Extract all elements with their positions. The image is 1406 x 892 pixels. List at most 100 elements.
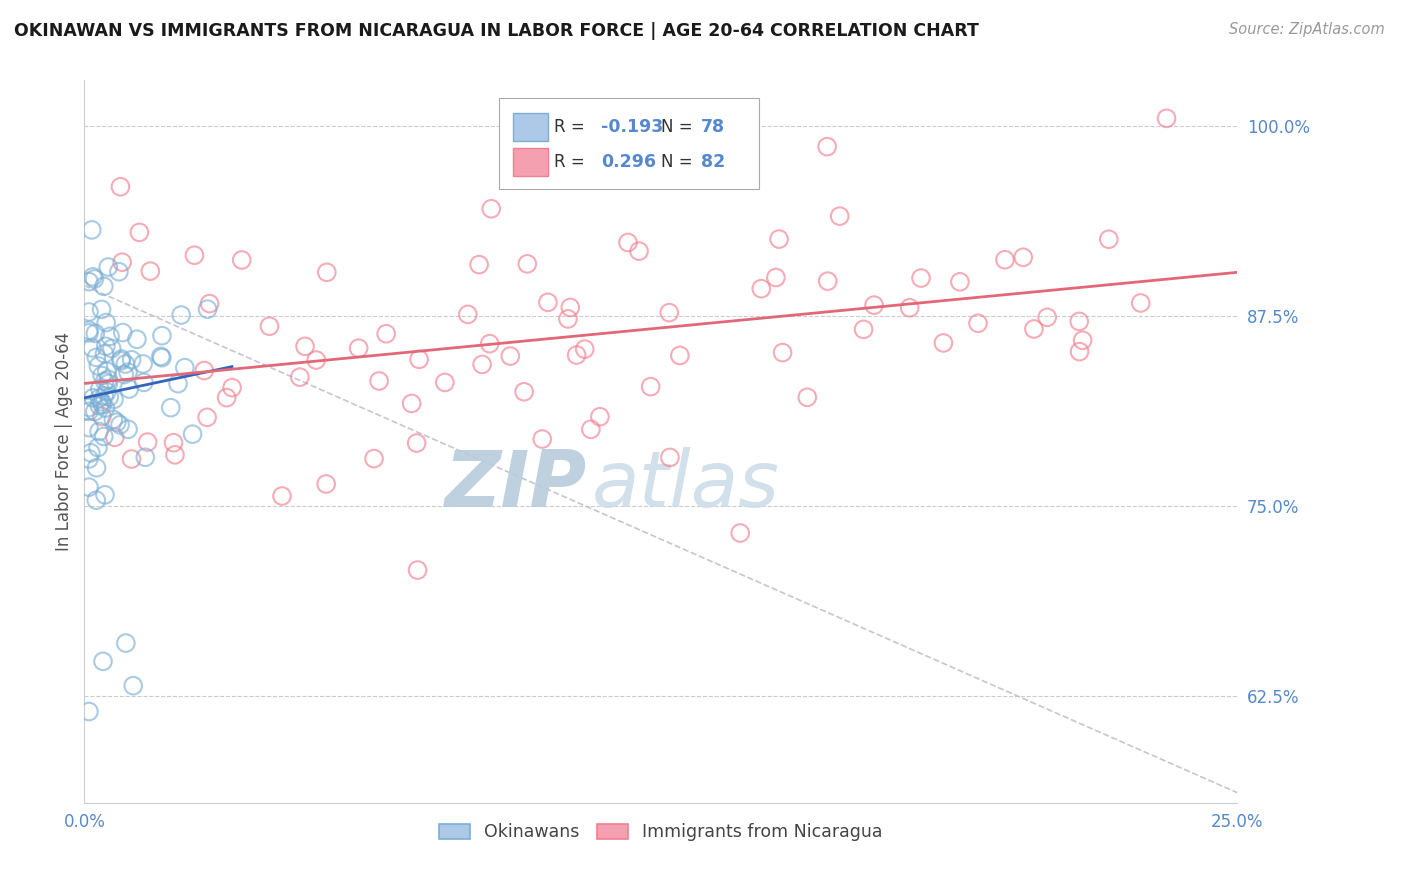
Text: R =: R =: [554, 153, 589, 170]
Point: [315, 265, 337, 279]
Point: [105, 415, 128, 429]
Point: [150, 328, 173, 343]
Point: [77, 404, 100, 418]
Point: [87, 359, 110, 373]
Point: [96, 384, 118, 399]
Point: [537, 295, 560, 310]
Point: [215, 391, 238, 405]
Point: [195, 410, 218, 425]
Point: [768, 232, 790, 246]
Point: [932, 335, 955, 350]
Point: [114, 357, 136, 371]
Text: -0.193: -0.193: [600, 118, 664, 136]
Point: [77, 323, 100, 337]
Point: [103, 412, 125, 426]
Point: [749, 282, 772, 296]
Text: 0.296: 0.296: [600, 153, 655, 170]
Point: [108, 265, 131, 279]
Point: [82, 341, 104, 355]
Point: [765, 270, 787, 285]
Point: [89, 382, 111, 396]
Point: [98, 329, 121, 343]
Point: [949, 275, 972, 289]
Point: [815, 139, 838, 153]
Point: [375, 326, 398, 341]
Point: [181, 427, 204, 442]
Point: [77, 305, 100, 319]
Point: [77, 480, 100, 494]
Point: [167, 376, 190, 391]
Point: [112, 368, 135, 382]
Point: [77, 420, 100, 434]
Point: [910, 271, 932, 285]
Point: [658, 450, 681, 465]
Point: [128, 226, 150, 240]
FancyBboxPatch shape: [499, 98, 759, 189]
Point: [516, 257, 538, 271]
Point: [111, 326, 134, 340]
Point: [91, 397, 114, 411]
Point: [83, 404, 105, 418]
Point: [80, 223, 103, 237]
Point: [93, 374, 115, 388]
Point: [994, 252, 1017, 267]
Point: [93, 429, 115, 443]
Point: [817, 274, 839, 288]
Point: [617, 235, 640, 250]
Point: [159, 401, 181, 415]
Point: [406, 563, 429, 577]
Point: [115, 636, 138, 650]
Point: [93, 347, 115, 361]
Point: [125, 332, 148, 346]
Point: [94, 339, 117, 353]
Point: [557, 312, 579, 326]
Point: [101, 342, 124, 356]
Point: [132, 357, 155, 371]
Point: [111, 255, 134, 269]
Point: [183, 248, 205, 262]
Point: [118, 382, 141, 396]
Point: [863, 298, 886, 312]
Point: [89, 399, 111, 413]
Point: [531, 432, 554, 446]
Point: [401, 396, 423, 410]
Point: [1156, 112, 1178, 126]
Point: [565, 348, 588, 362]
Point: [560, 301, 582, 315]
Text: R =: R =: [554, 118, 589, 136]
Point: [173, 360, 195, 375]
Point: [77, 275, 100, 289]
Point: [478, 336, 501, 351]
Point: [90, 409, 112, 424]
Point: [1022, 322, 1045, 336]
Point: [1129, 296, 1152, 310]
Point: [134, 450, 156, 465]
Point: [84, 351, 107, 365]
Point: [315, 477, 337, 491]
Point: [471, 358, 494, 372]
Point: [479, 202, 502, 216]
Point: [650, 149, 672, 163]
Point: [87, 441, 110, 455]
Point: [457, 307, 479, 321]
Point: [589, 409, 612, 424]
Text: atlas: atlas: [592, 447, 779, 523]
Point: [1036, 310, 1059, 325]
Point: [89, 391, 111, 405]
Point: [77, 451, 100, 466]
Point: [90, 394, 112, 409]
FancyBboxPatch shape: [513, 148, 548, 176]
Point: [104, 430, 127, 444]
Point: [259, 319, 281, 334]
Point: [170, 308, 193, 322]
Point: [77, 326, 100, 340]
Point: [94, 401, 117, 415]
Point: [368, 374, 391, 388]
Point: [94, 316, 117, 330]
Point: [110, 179, 132, 194]
Point: [728, 526, 751, 541]
Text: 82: 82: [702, 153, 725, 170]
Point: [121, 352, 143, 367]
Point: [408, 352, 430, 367]
Point: [1069, 314, 1091, 328]
